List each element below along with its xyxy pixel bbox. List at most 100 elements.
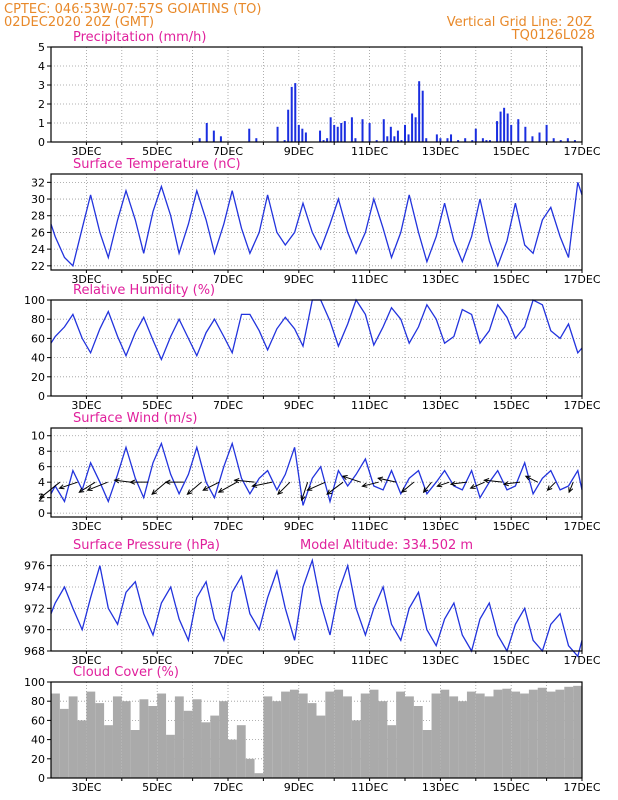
precip-bar <box>481 138 484 142</box>
cloud-bar <box>502 688 512 778</box>
cloud-bar <box>422 730 432 778</box>
precip-bar <box>411 113 414 142</box>
wind-arrow <box>401 481 415 493</box>
x-tick-label: 15DEC <box>493 273 530 286</box>
wind-arrow <box>503 481 521 485</box>
y-tick-label: 970 <box>24 624 45 637</box>
cloud-bar <box>493 689 503 778</box>
precip-bar <box>205 123 208 142</box>
wind-arrow-head <box>86 486 93 491</box>
panel-title: Surface Pressure (hPa) <box>73 538 220 553</box>
y-tick-label: 32 <box>31 176 45 189</box>
series-line <box>50 441 583 506</box>
wind-arrow <box>470 481 485 489</box>
precip-bar <box>319 130 322 142</box>
wind-arrow <box>234 479 255 483</box>
precip-bar <box>322 140 325 142</box>
x-tick-label: 9DEC <box>284 520 314 533</box>
cloud-bar <box>219 701 228 778</box>
wind-arrow-head <box>401 487 407 493</box>
cloud-bar <box>95 703 105 778</box>
cloud-bar <box>148 706 158 778</box>
cloud-bar <box>192 699 202 778</box>
cloud-bar <box>157 693 167 778</box>
cloud-bar <box>166 734 175 778</box>
wind-arrow-head <box>233 478 240 484</box>
precip-bar <box>499 111 502 142</box>
x-tick-label: 11DEC <box>351 145 388 158</box>
y-tick-label: 0 <box>38 136 45 149</box>
wind-arrow-head <box>151 489 158 495</box>
y-tick-label: 2 <box>38 98 45 111</box>
wind-arrow-head <box>341 475 348 481</box>
x-tick-label: 17DEC <box>563 654 600 667</box>
y-tick-label: 4 <box>38 60 45 73</box>
precip-bar <box>531 136 534 142</box>
cloud-bar <box>77 720 87 778</box>
x-tick-label: 9DEC <box>284 781 314 794</box>
precip-bar <box>404 124 406 142</box>
precip-bar <box>552 138 555 142</box>
wind-arrow-head <box>377 476 384 482</box>
y-tick-label: 100 <box>24 676 45 689</box>
precipitation-chart: Precipitation (mm/h) 0 1 2 3 4 5 3DEC 5DEC 7DEC 9D… <box>38 30 601 158</box>
precip-bar <box>290 86 293 142</box>
cloud-chart: Cloud Cover (%) 0 20 40 60 80 100 3DEC 5DEC 7DEC 9… <box>24 665 601 794</box>
x-tick-label: 3DEC <box>71 273 101 286</box>
precip-bar <box>407 134 410 142</box>
x-tick-label: 11DEC <box>351 520 388 533</box>
cloud-bar <box>139 699 149 778</box>
x-tick-label: 7DEC <box>213 520 243 533</box>
y-tick-label: 60 <box>31 332 45 345</box>
panel-frame <box>50 46 583 143</box>
x-tick-label: 13DEC <box>422 781 459 794</box>
panel-title: Surface Temperature (nC) <box>73 157 241 172</box>
y-tick-label: 60 <box>31 714 45 727</box>
precip-bar <box>446 138 449 142</box>
precip-bar <box>566 138 569 142</box>
y-tick-label: 976 <box>24 560 45 573</box>
precip-bar <box>386 136 389 142</box>
y-tick-label: 0 <box>38 772 45 785</box>
x-tick-label: 5DEC <box>142 145 172 158</box>
y-tick-label: 4 <box>38 476 45 489</box>
cloud-bar <box>289 689 299 778</box>
precip-bar <box>488 140 491 142</box>
precip-bar <box>340 123 343 142</box>
precip-bar <box>354 138 357 142</box>
wind-arrow-head <box>217 487 224 493</box>
cloud-bar <box>316 715 326 778</box>
wind-arrow-head <box>436 482 443 488</box>
panel-frame <box>50 299 583 397</box>
precip-bar <box>248 128 251 142</box>
precip-bar <box>457 140 460 142</box>
y-tick-label: 974 <box>24 581 45 594</box>
cloud-bar <box>272 701 282 778</box>
series-line <box>50 557 583 658</box>
wind-arrow <box>307 481 326 491</box>
cloud-bar <box>281 691 290 778</box>
wind-arrow <box>437 481 450 487</box>
precip-bar <box>336 126 339 142</box>
cloud-bar <box>466 691 476 778</box>
panel-title: Surface Wind (m/s) <box>73 411 197 426</box>
wind-arrow-head <box>113 478 120 484</box>
precip-bar <box>287 109 290 142</box>
wind-arrow <box>326 481 344 495</box>
cloud-bar <box>334 689 344 778</box>
x-tick-label: 11DEC <box>351 654 388 667</box>
cloud-bar <box>112 696 122 778</box>
precip-bar <box>435 134 438 142</box>
y-tick-label: 20 <box>31 753 45 766</box>
x-tick-label: 17DEC <box>563 520 600 533</box>
precip-bar <box>573 140 576 142</box>
precip-bar <box>506 113 509 142</box>
cloud-bar <box>573 685 582 778</box>
wind-arrow <box>362 481 379 487</box>
precip-bar <box>382 119 385 142</box>
wind-arrow-head <box>39 493 45 499</box>
temperature-chart: Surface Temperature (nC) 22 24 26 28 30 32 3DEC… <box>31 157 601 286</box>
x-tick-label: 15DEC <box>493 654 530 667</box>
cloud-bar <box>86 691 96 778</box>
